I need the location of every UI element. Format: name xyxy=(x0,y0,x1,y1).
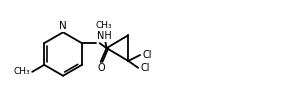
Text: Cl: Cl xyxy=(140,63,150,73)
Text: Cl: Cl xyxy=(142,50,152,60)
Text: CH₃: CH₃ xyxy=(14,67,30,76)
Text: O: O xyxy=(98,63,105,73)
Text: CH₃: CH₃ xyxy=(95,21,112,30)
Text: N: N xyxy=(59,21,67,31)
Text: NH: NH xyxy=(97,31,112,41)
